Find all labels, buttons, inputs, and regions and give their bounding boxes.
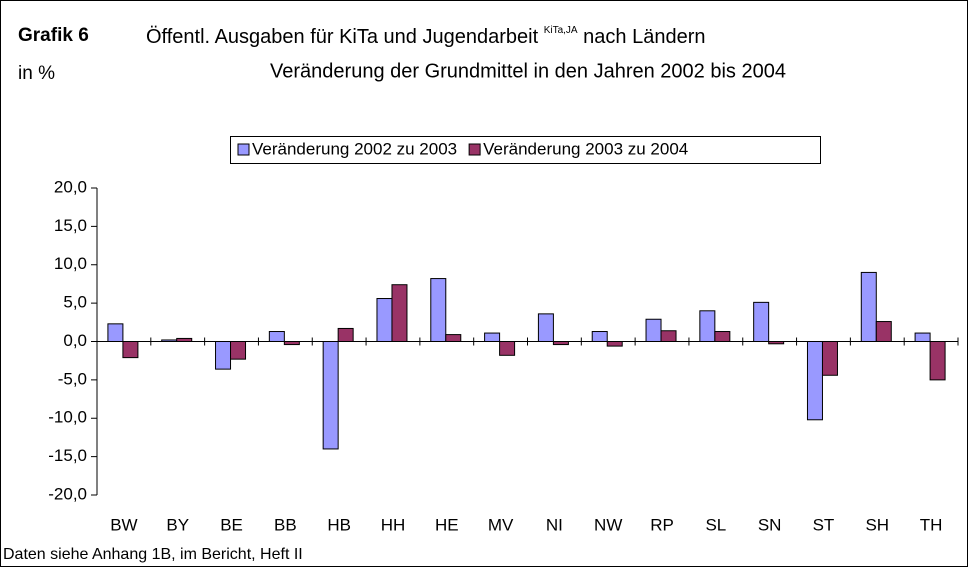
title-suffix: nach Ländern (583, 26, 705, 48)
bar (645, 318, 662, 342)
x-tick-label: BY (166, 515, 189, 534)
title-superscript: KiTa,JA (544, 25, 578, 36)
x-tick-label: TH (920, 515, 943, 534)
y-tick-label: 15,0 (54, 216, 87, 235)
bar (875, 321, 892, 343)
bar (806, 341, 823, 421)
bar (376, 298, 393, 342)
y-tick-label: 5,0 (63, 293, 87, 312)
legend-swatch (237, 143, 250, 156)
bar (660, 330, 677, 343)
x-tick-label: ST (813, 515, 835, 534)
bar (699, 310, 716, 342)
x-tick-label: HB (327, 515, 351, 534)
bar (753, 301, 770, 343)
x-tick-label: SH (865, 515, 889, 534)
chart-label: Grafik 6 (18, 25, 89, 46)
x-tick-label: NI (546, 515, 563, 534)
legend-label: Veränderung 2002 zu 2003 (252, 139, 457, 158)
x-tick-label: MV (488, 515, 514, 534)
y-tick-label: -20,0 (48, 484, 87, 503)
bar (268, 331, 285, 342)
x-tick-label: RP (650, 515, 674, 534)
x-tick-label: SN (758, 515, 782, 534)
y-tick-label: 20,0 (54, 177, 87, 196)
x-tick-label: NW (594, 515, 622, 534)
legend-box (230, 136, 821, 164)
y-axis-label: in % (18, 63, 55, 84)
bar (929, 341, 946, 381)
bar (499, 341, 516, 356)
bar (230, 341, 247, 360)
y-tick-label: 0,0 (63, 331, 87, 350)
bar (337, 327, 354, 343)
bar (591, 331, 608, 342)
bar (914, 332, 931, 342)
bar (215, 341, 232, 370)
y-tick-label: -15,0 (48, 446, 87, 465)
bar (322, 341, 339, 450)
bar (860, 271, 877, 342)
legend-label: Veränderung 2003 zu 2004 (483, 139, 688, 158)
bar (430, 278, 447, 343)
x-tick-label: HE (435, 515, 459, 534)
bar (445, 334, 462, 342)
title-main: Öffentl. Ausgaben für KiTa und Jugendarb… (146, 26, 539, 48)
bar (537, 313, 554, 342)
bar (714, 331, 731, 342)
x-tick-label: BE (220, 515, 243, 534)
bar (821, 341, 838, 376)
y-tick-label: 10,0 (54, 254, 87, 273)
y-tick-label: -5,0 (58, 369, 87, 388)
x-tick-label: SL (705, 515, 726, 534)
y-tick-label: -10,0 (48, 408, 87, 427)
bar (391, 284, 408, 342)
bar (122, 341, 139, 359)
legend-swatch (468, 143, 481, 156)
bar (107, 323, 124, 343)
x-tick-label: BW (110, 515, 137, 534)
bar (484, 332, 501, 342)
bar (606, 341, 623, 347)
footnote: Daten siehe Anhang 1B, im Bericht, Heft … (3, 546, 303, 563)
x-tick-label: BB (274, 515, 297, 534)
chart-title: Öffentl. Ausgaben für KiTa und Jugendarb… (146, 18, 706, 48)
x-tick-label: HH (381, 515, 406, 534)
chart-subtitle: Veränderung der Grundmittel in den Jahre… (270, 60, 786, 82)
